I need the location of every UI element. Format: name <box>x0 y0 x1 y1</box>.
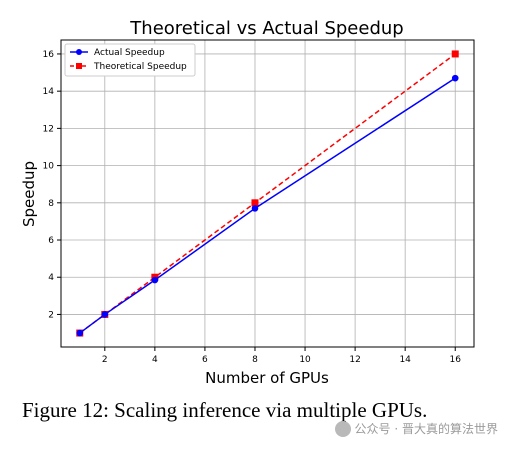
legend-marker-theoretical <box>76 63 82 69</box>
x-tick-label: 10 <box>299 355 311 365</box>
legend-box <box>64 43 196 77</box>
wechat-icon <box>334 420 351 437</box>
y-tick-label: 4 <box>48 273 54 283</box>
point-actual <box>451 74 459 82</box>
axis-ticks: 2 4 6 8 10 12 14 16 2 4 6 8 10 12 14 16 <box>43 50 462 365</box>
point-actual <box>151 276 159 284</box>
legend-marker-actual <box>76 49 82 55</box>
y-tick-label: 14 <box>43 87 55 97</box>
y-tick-label: 6 <box>48 236 54 246</box>
figure-caption: Figure 12: Scaling inference via multipl… <box>22 398 428 422</box>
y-tick-label: 16 <box>43 50 55 60</box>
point-theoretical <box>251 199 259 207</box>
legend-label-theoretical: Theoretical Speedup <box>93 62 187 72</box>
x-tick-label: 8 <box>252 355 258 365</box>
x-tick-label: 4 <box>152 355 158 365</box>
y-tick-label: 12 <box>43 124 54 134</box>
x-tick-label: 6 <box>202 355 208 365</box>
point-actual <box>76 329 84 337</box>
y-tick-label: 2 <box>48 310 54 320</box>
watermark: 公众号 · 晋大真的算法世界 <box>334 420 498 437</box>
x-tick-label: 16 <box>450 355 462 365</box>
series-layer <box>76 50 459 337</box>
x-tick-label: 2 <box>102 355 108 365</box>
speedup-chart: Theoretical vs Actual Speedup 2 4 6 8 10 12 14… <box>20 18 475 387</box>
plot-frame <box>60 39 475 348</box>
point-actual <box>251 205 259 212</box>
y-axis-label: Speedup <box>20 161 38 227</box>
chart-title: Theoretical vs Actual Speedup <box>129 18 403 39</box>
point-actual <box>101 311 109 318</box>
x-axis-label: Number of GPUs <box>205 369 329 387</box>
series-line-theoretical <box>79 53 456 334</box>
y-tick-label: 10 <box>43 162 55 172</box>
legend: Actual Speedup Theoretical Speedup <box>64 43 196 77</box>
x-tick-label: 14 <box>399 355 411 365</box>
watermark-text: 公众号 · 晋大真的算法世界 <box>354 422 498 436</box>
point-theoretical <box>451 50 459 58</box>
legend-label-actual: Actual Speedup <box>94 48 165 58</box>
x-tick-label: 12 <box>349 355 360 365</box>
y-tick-label: 8 <box>48 199 54 209</box>
grid <box>61 40 474 347</box>
series-line-actual <box>79 77 456 334</box>
